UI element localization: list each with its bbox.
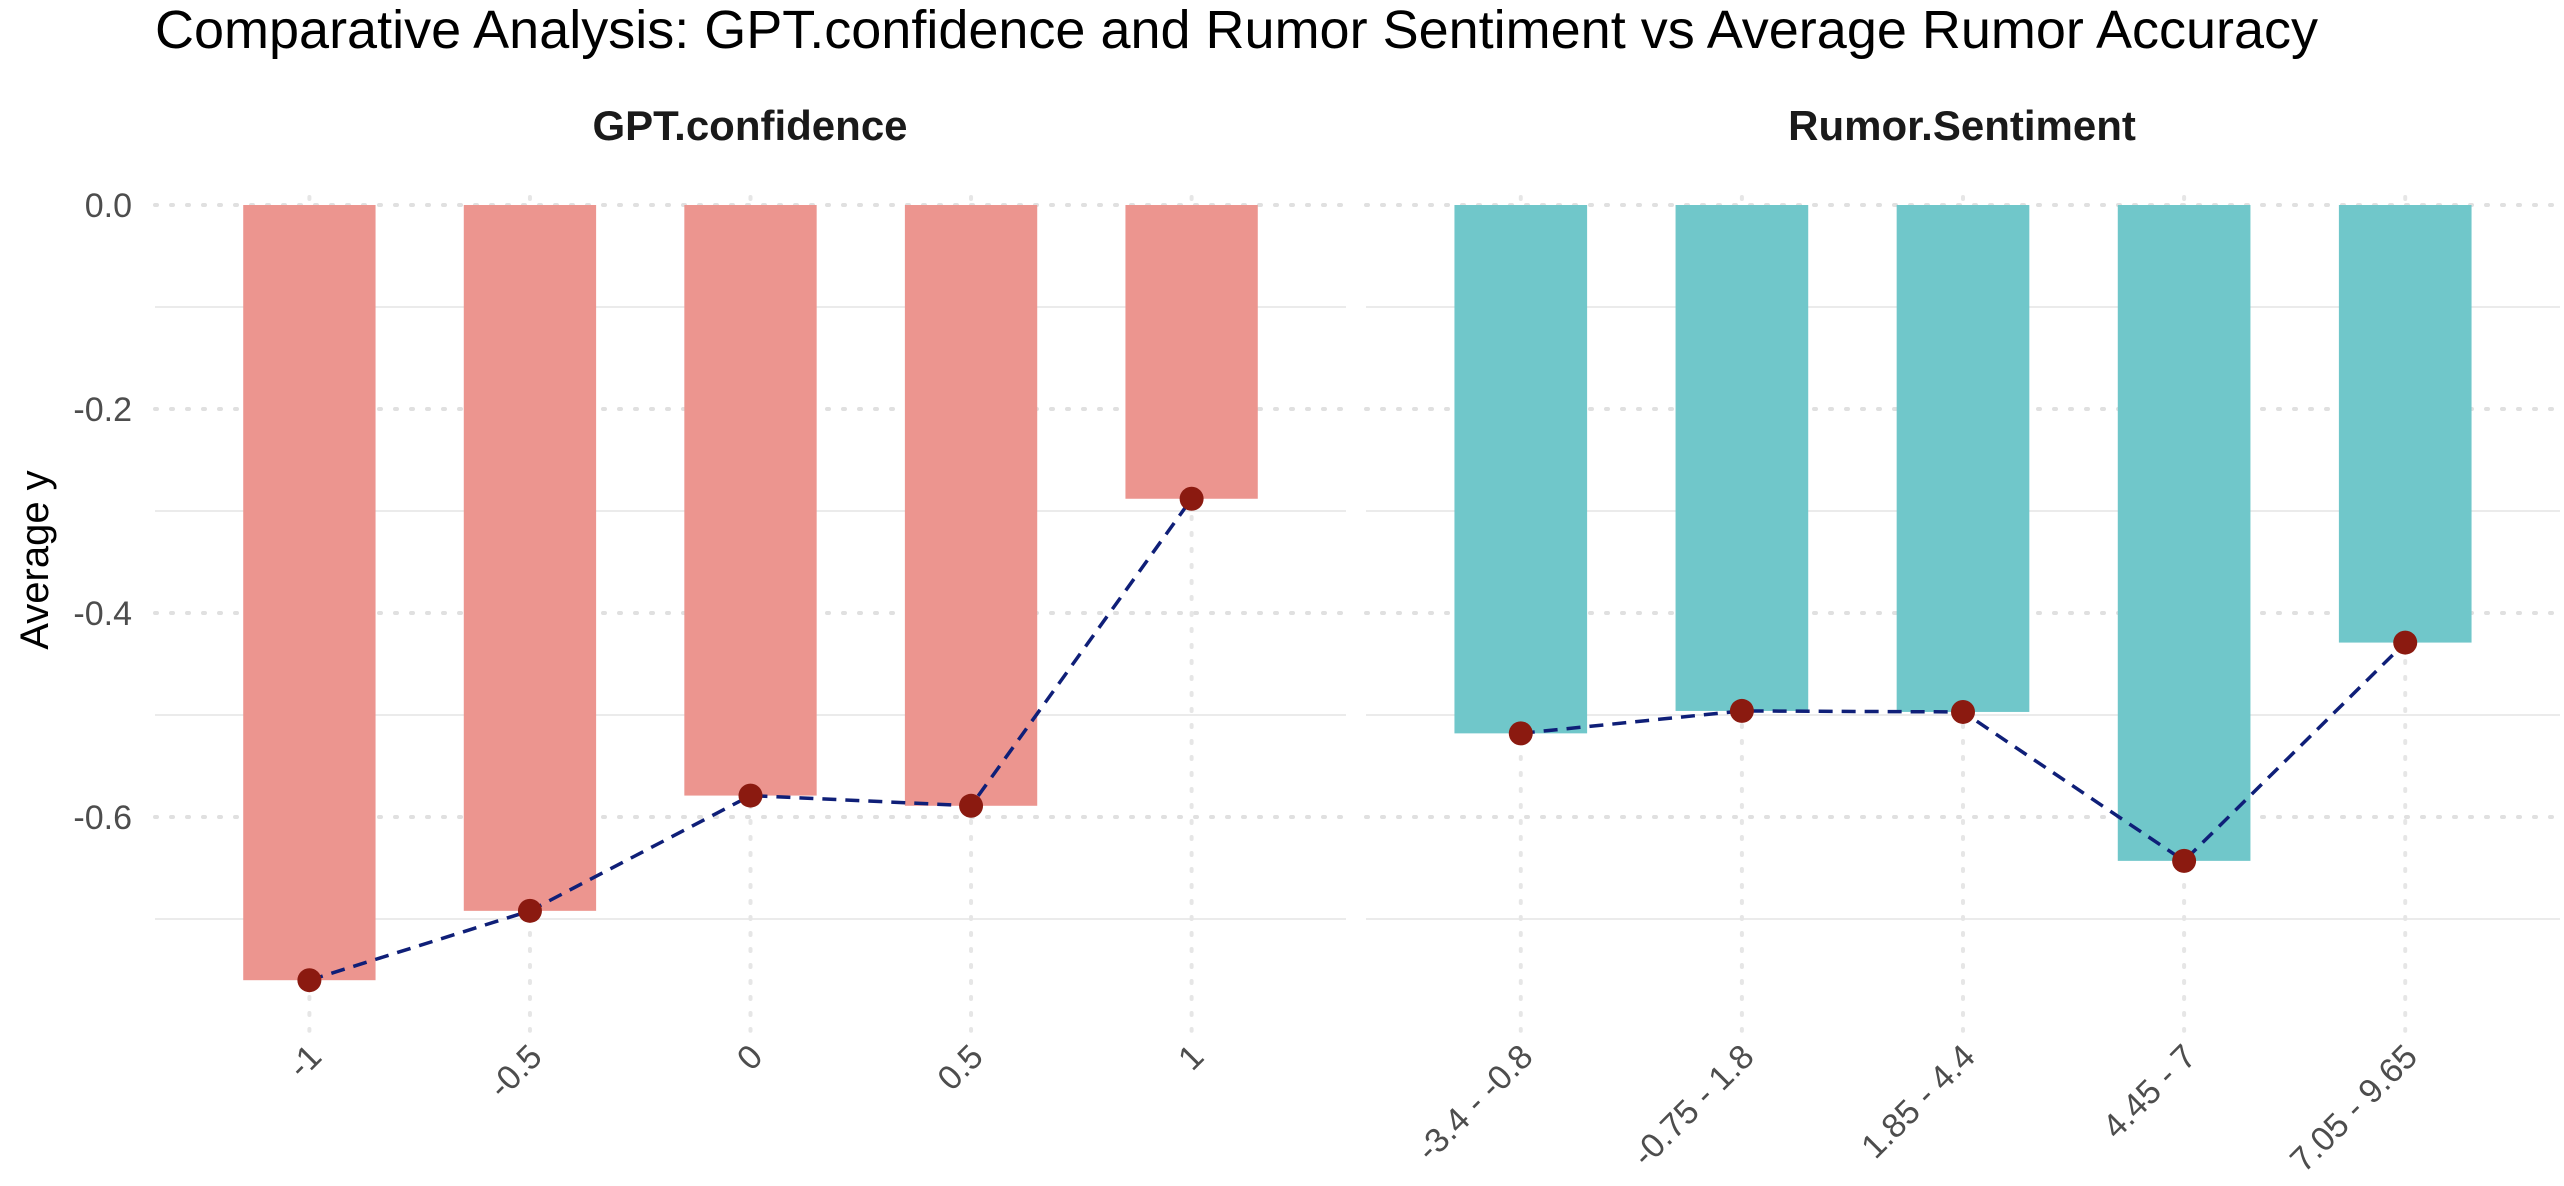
bar-0.5 bbox=[904, 205, 1038, 806]
bar-1 bbox=[1125, 205, 1258, 499]
data-point-4.45 - 7 bbox=[2172, 848, 2197, 873]
x-tick-label: 1.85 - 4.4 bbox=[1854, 1038, 1982, 1166]
bar-7.05 - 9.65 bbox=[2338, 205, 2472, 643]
data-point--1 bbox=[297, 968, 322, 993]
facet-title: GPT.confidence bbox=[592, 102, 907, 149]
x-tick-label: -0.75 - 1.8 bbox=[1625, 1038, 1761, 1174]
y-axis-title: Average y bbox=[13, 470, 57, 649]
bar--0.75 - 1.8 bbox=[1675, 205, 1809, 711]
bar--3.4 - -0.8 bbox=[1454, 205, 1588, 734]
panels: GPT.confidence -1 -0.5 0 0.5 1 Rumor.Sentiment… bbox=[73, 102, 2562, 1180]
data-point-0.5 bbox=[959, 793, 984, 818]
y-tick-label: -0.4 bbox=[73, 595, 132, 633]
x-tick-label: -0.5 bbox=[481, 1038, 549, 1106]
x-tick-label: 1 bbox=[1171, 1038, 1211, 1078]
panel-gpt-confidence: GPT.confidence -1 -0.5 0 0.5 1 bbox=[153, 102, 1348, 1106]
data-point-1.85 - 4.4 bbox=[1951, 699, 1975, 724]
panel-rumor-sentiment: Rumor.Sentiment -3.4 - -0.8 -0.75 - 1.8 1.8… bbox=[1364, 102, 2562, 1180]
data-point-1 bbox=[1179, 486, 1204, 511]
x-tick-label: -3.4 - -0.8 bbox=[1409, 1038, 1540, 1169]
bar-1.85 - 4.4 bbox=[1896, 205, 2030, 712]
bar-0 bbox=[684, 205, 817, 796]
bar--0.5 bbox=[463, 205, 597, 911]
data-point--0.75 - 1.8 bbox=[1729, 698, 1754, 723]
x-tick-label: 0 bbox=[730, 1038, 770, 1078]
y-tick-label: -0.6 bbox=[73, 799, 132, 837]
data-point-0 bbox=[738, 783, 763, 808]
bar-4.45 - 7 bbox=[2117, 205, 2251, 861]
data-point-7.05 - 9.65 bbox=[2393, 630, 2418, 655]
y-tick-label: -0.2 bbox=[73, 391, 132, 429]
facet-title: Rumor.Sentiment bbox=[1788, 102, 2136, 149]
x-tick-label: 4.45 - 7 bbox=[2095, 1038, 2203, 1146]
chart-title: Comparative Analysis: GPT.confidence and… bbox=[155, 0, 2318, 60]
x-tick-label: -1 bbox=[281, 1038, 329, 1086]
data-point--0.5 bbox=[517, 898, 542, 923]
bar--1 bbox=[243, 205, 376, 981]
x-tick-label: 7.05 - 9.65 bbox=[2283, 1038, 2425, 1180]
data-point--3.4 - -0.8 bbox=[1508, 721, 1533, 746]
x-tick-label: 0.5 bbox=[930, 1038, 990, 1098]
y-tick-label: 0.0 bbox=[85, 187, 132, 225]
